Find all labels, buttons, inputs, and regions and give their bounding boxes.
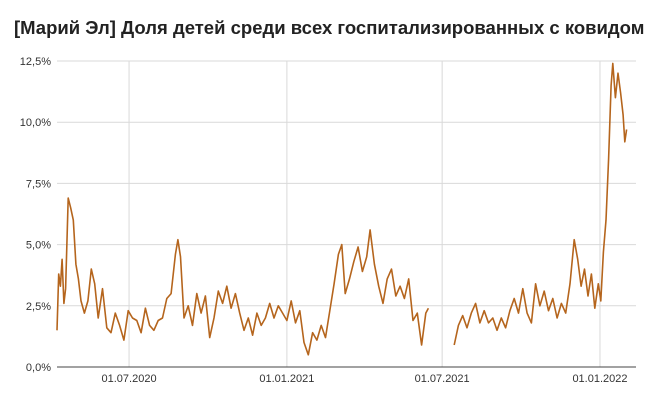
series-line	[56, 197, 430, 356]
x-tick-label: 01.01.2021	[259, 373, 314, 385]
x-tick-label: 01.07.2021	[415, 373, 470, 385]
grid-lines	[57, 60, 636, 367]
y-axis-ticks: 0,0% 2,5% 5,0% 7,5% 10,0% 12,5%	[20, 56, 51, 374]
y-tick-label: 7,5%	[26, 178, 51, 190]
y-tick-label: 2,5%	[26, 301, 51, 313]
x-axis-ticks: 01.07.2020 01.01.2021 01.07.2021 01.01.2022	[102, 373, 628, 385]
series-lines	[56, 62, 628, 356]
x-tick-label: 01.01.2022	[572, 373, 627, 385]
y-tick-label: 12,5%	[20, 56, 51, 68]
chart-title: [Марий Эл] Доля детей среди всех госпита…	[14, 17, 645, 38]
y-tick-label: 0,0%	[26, 362, 51, 374]
series-line	[453, 62, 628, 346]
y-tick-label: 10,0%	[20, 117, 51, 129]
y-tick-label: 5,0%	[26, 240, 51, 252]
x-tick-label: 01.07.2020	[102, 373, 157, 385]
